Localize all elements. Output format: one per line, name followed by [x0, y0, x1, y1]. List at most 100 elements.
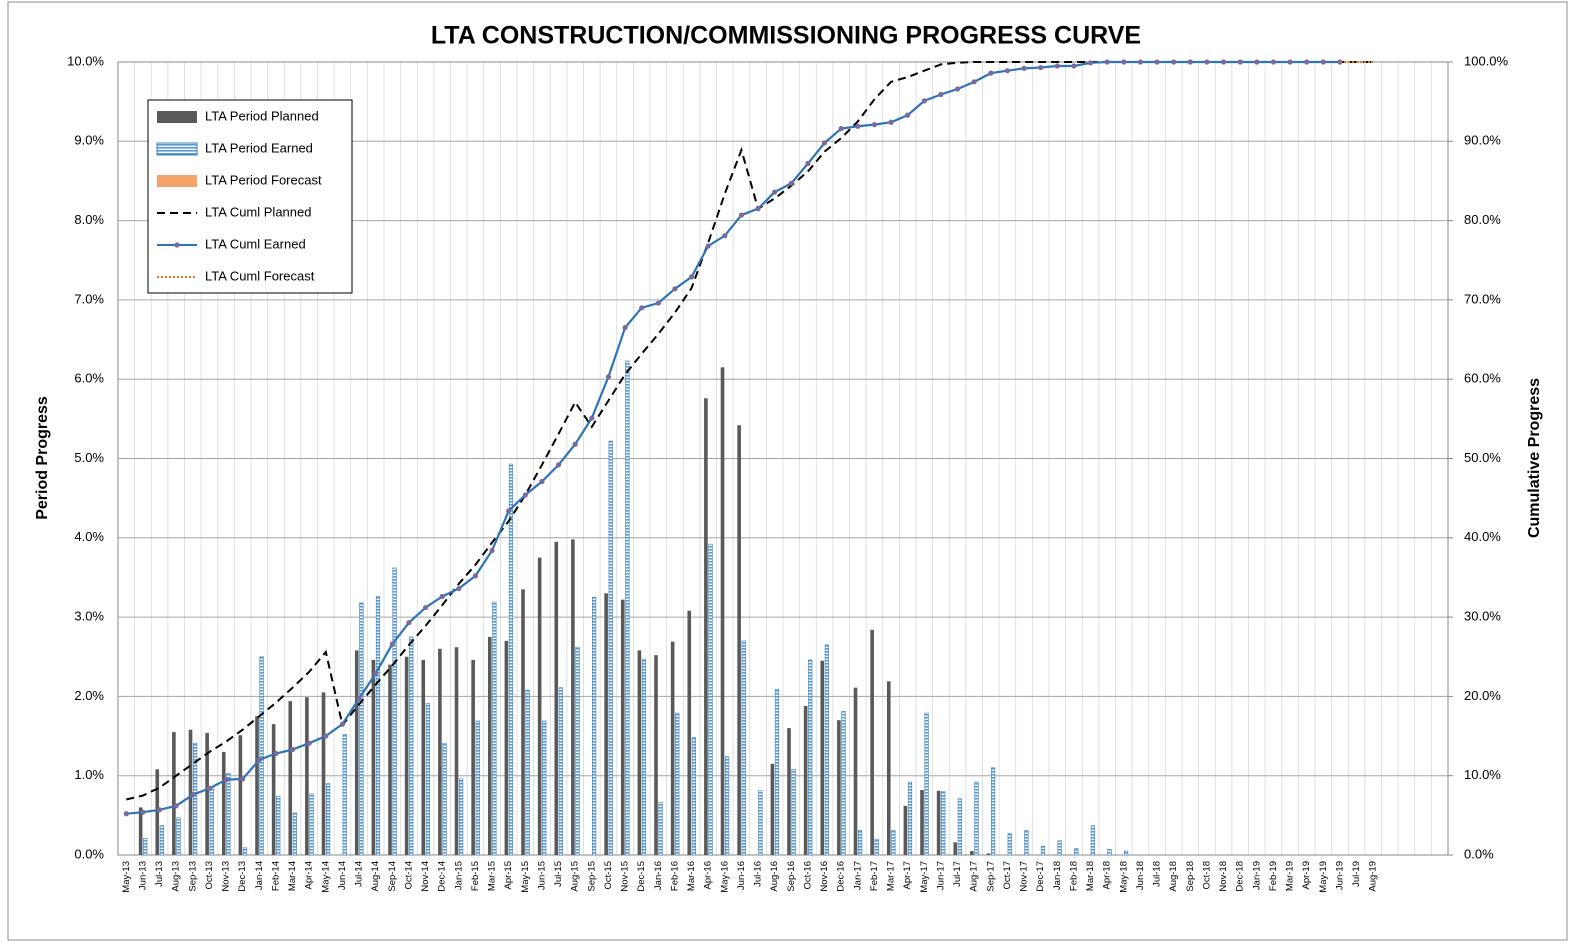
y-tick-label: 9.0% — [74, 133, 104, 148]
line-marker — [755, 206, 761, 212]
line-marker — [855, 123, 861, 129]
line-marker — [954, 86, 961, 92]
y-tick-label: 0.0% — [74, 846, 104, 861]
bar — [774, 688, 780, 856]
line-marker — [190, 792, 196, 798]
line-marker — [539, 478, 545, 485]
bar — [321, 692, 326, 855]
x-tick-label: Jul-19 — [1351, 861, 1362, 887]
x-tick-label: May-17 — [919, 861, 930, 893]
bar — [608, 440, 613, 856]
line-marker — [622, 325, 628, 331]
line-marker — [1104, 59, 1110, 65]
bar — [820, 660, 825, 855]
line-marker — [1320, 59, 1326, 65]
bar — [886, 681, 891, 855]
x-tick-label: Sep-18 — [1185, 861, 1196, 892]
legend-label: LTA Period Planned — [205, 108, 319, 123]
bar — [936, 790, 941, 855]
line-marker — [1220, 59, 1227, 65]
bar — [637, 650, 642, 855]
line-marker — [223, 777, 229, 783]
x-tick-label: Apr-14 — [304, 861, 315, 890]
bar — [1124, 850, 1129, 856]
x-tick-label: Jun-15 — [536, 861, 547, 890]
legend-label: LTA Period Earned — [205, 140, 313, 155]
line-marker — [1038, 64, 1044, 71]
bar — [970, 851, 974, 855]
bar — [454, 647, 459, 855]
x-tick-label: Jul-16 — [753, 861, 764, 887]
bar — [720, 367, 725, 855]
x-tick-label: Oct-16 — [802, 861, 813, 890]
line-marker — [639, 305, 645, 311]
line-marker — [1287, 59, 1293, 65]
x-tick-label: Mar-19 — [1285, 861, 1296, 891]
bar — [920, 789, 924, 855]
bar — [704, 398, 708, 855]
x-tick-label: Apr-15 — [503, 861, 514, 890]
x-tick-label: May-13 — [121, 861, 132, 893]
line-marker — [389, 641, 395, 647]
line-marker — [406, 620, 412, 626]
bar — [438, 648, 442, 855]
x-tick-label: Jun-19 — [1334, 861, 1345, 890]
line-marker — [356, 696, 362, 702]
line-marker — [1204, 59, 1210, 65]
line-marker — [905, 112, 911, 118]
bar — [1007, 833, 1012, 856]
line-marker — [921, 98, 927, 104]
y-tick-label: 5.0% — [74, 450, 104, 465]
x-tick-label: Jul-18 — [1152, 861, 1163, 887]
x-tick-label: Aug-16 — [769, 861, 780, 892]
bar — [758, 790, 763, 856]
line-marker — [1187, 59, 1193, 65]
x-tick-label: Jan-17 — [852, 861, 863, 890]
bar — [870, 629, 874, 855]
bar — [558, 687, 563, 856]
line-marker — [821, 140, 828, 146]
bar — [459, 778, 464, 856]
plot-area — [117, 61, 1449, 856]
line-marker — [439, 593, 445, 600]
x-tick-label: May-14 — [320, 861, 331, 893]
line-marker — [705, 243, 711, 249]
y-tick-label: 3.0% — [74, 609, 104, 624]
bar — [359, 602, 364, 856]
bar — [143, 838, 148, 856]
bar — [658, 802, 663, 856]
bar — [670, 641, 675, 855]
x-tick-label: Aug-15 — [570, 861, 581, 892]
line-marker — [323, 733, 329, 739]
line-marker — [506, 508, 512, 514]
x-tick-label: Jan-14 — [254, 861, 265, 890]
line-marker — [1270, 59, 1277, 65]
bar — [858, 830, 863, 856]
chart-title: LTA CONSTRUCTION/COMMISSIONING PROGRESS … — [431, 22, 1141, 50]
x-tick-label: Jul-13 — [154, 861, 165, 887]
bar — [1040, 845, 1046, 856]
legend-label: LTA Cuml Forecast — [205, 268, 315, 283]
legend-marker — [174, 242, 180, 248]
bar — [708, 543, 713, 856]
bar — [288, 701, 293, 855]
line-marker — [738, 212, 745, 218]
x-tick-label: Nov-17 — [1019, 861, 1030, 892]
x-tick-label: Oct-17 — [1002, 861, 1013, 890]
line-marker — [339, 721, 346, 727]
bar — [409, 636, 414, 856]
x-tick-label: Aug-19 — [1368, 861, 1379, 892]
y2-tick-label: 80.0% — [1464, 212, 1501, 227]
x-tick-label: Dec-17 — [1035, 861, 1046, 892]
bar — [475, 720, 480, 856]
line-marker — [489, 547, 495, 554]
legend-box — [147, 99, 353, 294]
bar — [924, 712, 929, 856]
bar — [803, 705, 808, 855]
line-marker — [589, 415, 595, 421]
legend-swatch — [157, 175, 197, 187]
x-tick-label: Aug-13 — [171, 861, 182, 892]
bar — [525, 689, 530, 856]
line-marker — [273, 750, 279, 757]
